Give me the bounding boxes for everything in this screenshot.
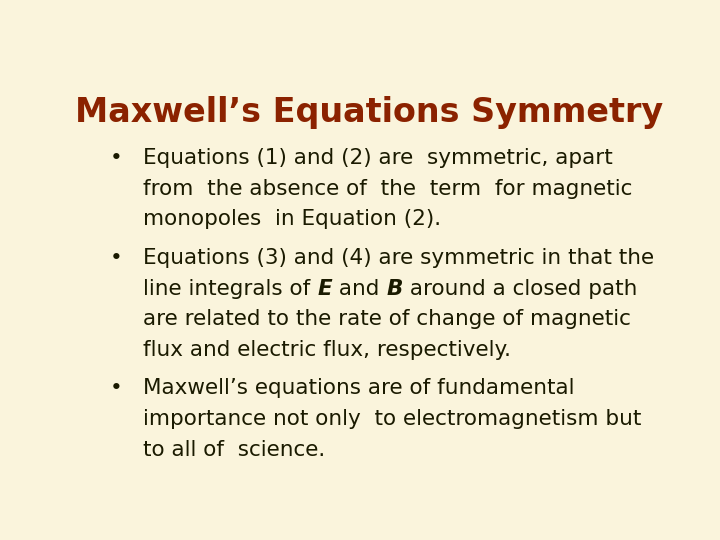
Text: Equations (1) and (2) are  symmetric, apart: Equations (1) and (2) are symmetric, apa… xyxy=(143,148,613,168)
Text: to all of  science.: to all of science. xyxy=(143,440,325,460)
Text: and: and xyxy=(332,279,386,299)
Text: flux and electric flux, respectively.: flux and electric flux, respectively. xyxy=(143,340,511,360)
Text: from  the absence of  the  term  for magnetic: from the absence of the term for magneti… xyxy=(143,179,632,199)
Text: are related to the rate of change of magnetic: are related to the rate of change of mag… xyxy=(143,309,631,329)
Text: around a closed path: around a closed path xyxy=(402,279,637,299)
Text: •: • xyxy=(109,248,122,268)
Text: Maxwell’s equations are of fundamental: Maxwell’s equations are of fundamental xyxy=(143,379,575,399)
Text: B: B xyxy=(386,279,402,299)
Text: line integrals of: line integrals of xyxy=(143,279,317,299)
Text: •: • xyxy=(109,379,122,399)
Text: monopoles  in Equation (2).: monopoles in Equation (2). xyxy=(143,210,441,230)
Text: Maxwell’s Equations Symmetry: Maxwell’s Equations Symmetry xyxy=(75,96,663,129)
Text: Equations (3) and (4) are symmetric in that the: Equations (3) and (4) are symmetric in t… xyxy=(143,248,654,268)
Text: •: • xyxy=(109,148,122,168)
Text: E: E xyxy=(317,279,332,299)
Text: importance not only  to electromagnetism but: importance not only to electromagnetism … xyxy=(143,409,642,429)
